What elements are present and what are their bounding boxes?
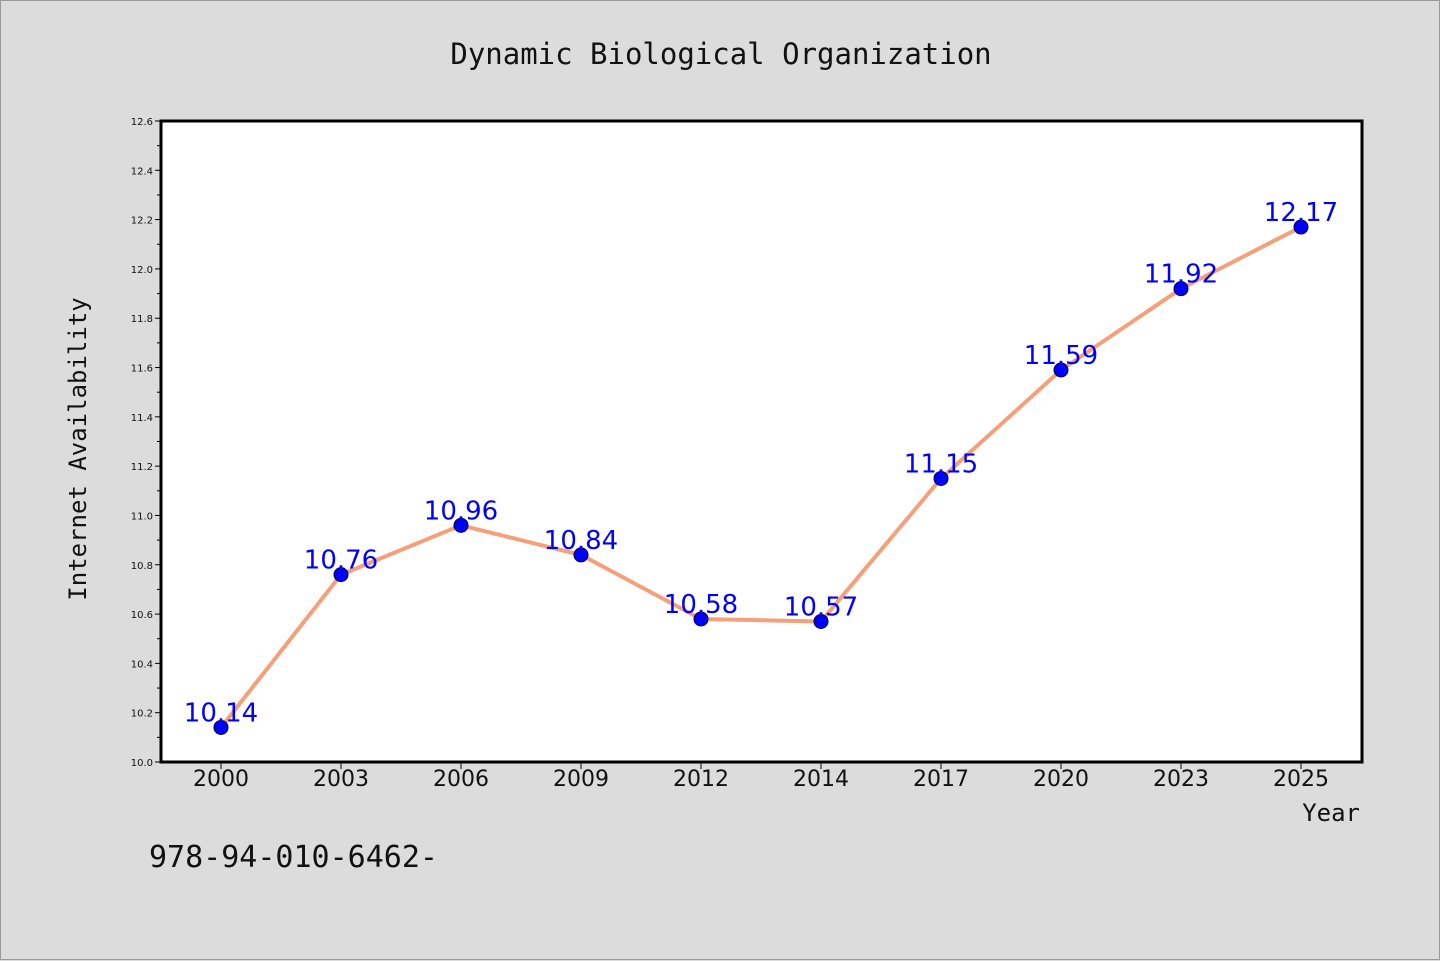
chart-title: Dynamic Biological Organization xyxy=(450,37,991,71)
data-point-2012 xyxy=(693,611,709,627)
data-point-2006 xyxy=(453,517,469,533)
data-label-2012: 10.58 xyxy=(664,590,738,620)
data-labels: 10.14 10.76 10.96 10.84 10.58 10.57 11.15 11.59… xyxy=(184,198,1338,728)
data-point-2020 xyxy=(1053,362,1069,378)
y-axis-label: Internet Availability xyxy=(64,297,92,600)
data-label-2000: 10.14 xyxy=(184,698,258,728)
data-point-2009 xyxy=(573,547,589,563)
data-label-2009: 10.84 xyxy=(544,526,618,556)
y-tick-label: 12.6 xyxy=(131,117,153,128)
y-tick-label: 11.4 xyxy=(131,413,153,424)
y-tick-label: 10.8 xyxy=(131,561,153,572)
y-tick-label: 10.4 xyxy=(131,659,153,670)
x-tick-label: 2017 xyxy=(913,767,969,792)
data-label-2023: 11.92 xyxy=(1144,260,1218,290)
data-label-2025: 12.17 xyxy=(1264,198,1338,228)
data-markers xyxy=(213,219,1309,735)
data-label-2006: 10.96 xyxy=(424,496,498,526)
y-tick-label: 11.2 xyxy=(131,462,153,473)
data-label-2017: 11.15 xyxy=(904,449,978,479)
data-point-2014 xyxy=(813,613,829,629)
y-tick-label: 12.2 xyxy=(131,216,153,227)
x-axis-label: Year xyxy=(1302,799,1360,827)
x-tick-label: 2014 xyxy=(793,767,849,792)
x-tick-label: 2009 xyxy=(553,767,609,792)
y-tick-label: 10.0 xyxy=(131,758,153,769)
x-tick-label: 2012 xyxy=(673,767,729,792)
data-point-2000 xyxy=(213,719,229,735)
x-tick-label: 2006 xyxy=(433,767,489,792)
y-tick-label: 12.4 xyxy=(131,166,153,177)
y-tick-label: 11.8 xyxy=(131,314,153,325)
x-tick-label: 2025 xyxy=(1273,767,1329,792)
x-tick-label: 2020 xyxy=(1033,767,1089,792)
data-label-2003: 10.76 xyxy=(304,546,378,576)
data-label-2020: 11.59 xyxy=(1024,341,1098,371)
data-point-2017 xyxy=(933,470,949,486)
x-axis: 2000 2003 2006 2009 2012 2014 2017 2020 2023 2025 xyxy=(193,762,1329,792)
footnote-isbn: 978-94-010-6462- xyxy=(149,840,438,875)
y-tick-label: 11.6 xyxy=(131,364,153,375)
y-tick-label: 10.2 xyxy=(131,709,153,720)
series-line xyxy=(219,225,1302,729)
y-tick-label: 10.6 xyxy=(131,610,153,621)
y-axis: 10.0 10.2 10.4 10.6 10.8 11.0 11.2 11.4 11.6 11.8… xyxy=(131,117,161,769)
y-tick-label: 12.0 xyxy=(131,265,153,276)
data-point-2025 xyxy=(1293,219,1309,235)
data-label-2014: 10.57 xyxy=(784,592,858,622)
data-point-2003 xyxy=(333,567,349,583)
data-point-2023 xyxy=(1173,281,1189,297)
x-tick-label: 2003 xyxy=(313,767,369,792)
x-tick-label: 2023 xyxy=(1153,767,1209,792)
x-tick-label: 2000 xyxy=(193,767,249,792)
y-tick-label: 11.0 xyxy=(131,511,153,522)
plot-area xyxy=(159,119,1364,764)
